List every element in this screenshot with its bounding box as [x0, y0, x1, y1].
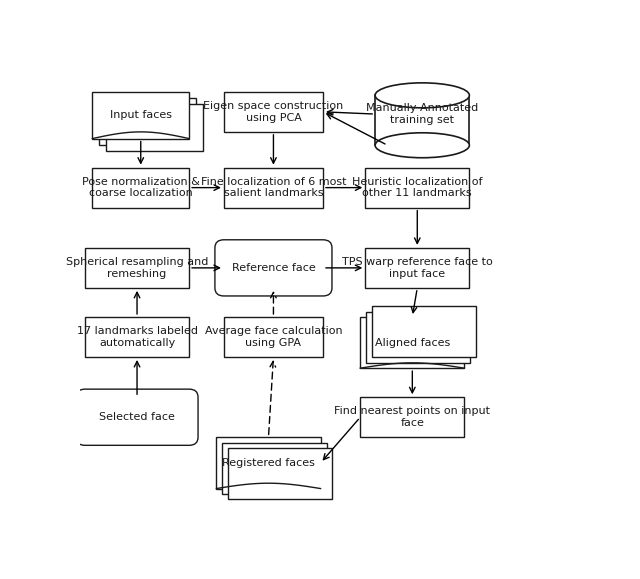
Text: Aligned faces: Aligned faces [374, 338, 450, 347]
FancyBboxPatch shape [228, 448, 332, 499]
Text: Eigen space construction
using PCA: Eigen space construction using PCA [204, 101, 344, 123]
FancyBboxPatch shape [106, 104, 203, 151]
FancyBboxPatch shape [76, 389, 198, 445]
FancyBboxPatch shape [92, 167, 189, 208]
FancyBboxPatch shape [224, 92, 323, 132]
FancyBboxPatch shape [92, 92, 189, 138]
FancyBboxPatch shape [99, 98, 196, 145]
FancyBboxPatch shape [360, 397, 465, 437]
Text: TPS warp reference face to
input face: TPS warp reference face to input face [342, 257, 493, 278]
FancyBboxPatch shape [85, 317, 189, 357]
Text: Selected face: Selected face [99, 412, 175, 422]
Text: Heuristic localization of
other 11 landmarks: Heuristic localization of other 11 landm… [352, 177, 483, 199]
FancyBboxPatch shape [365, 248, 469, 288]
FancyBboxPatch shape [222, 442, 326, 494]
Text: Reference face: Reference face [232, 263, 316, 273]
FancyBboxPatch shape [224, 167, 323, 208]
FancyBboxPatch shape [215, 240, 332, 296]
Text: Registered faces: Registered faces [222, 458, 315, 468]
FancyBboxPatch shape [85, 248, 189, 288]
FancyBboxPatch shape [224, 317, 323, 357]
FancyBboxPatch shape [372, 306, 476, 357]
FancyBboxPatch shape [216, 437, 321, 489]
FancyBboxPatch shape [365, 167, 469, 208]
Text: Spherical resampling and
remeshing: Spherical resampling and remeshing [66, 257, 208, 278]
FancyBboxPatch shape [366, 312, 470, 363]
Text: Average face calculation
using GPA: Average face calculation using GPA [205, 326, 342, 348]
Text: Find nearest points on input
face: Find nearest points on input face [334, 406, 490, 428]
Ellipse shape [375, 83, 469, 108]
Text: Fine localization of 6 most
salient landmarks: Fine localization of 6 most salient land… [201, 177, 346, 199]
Text: Input faces: Input faces [110, 110, 172, 120]
Ellipse shape [375, 133, 469, 157]
Text: Manually Annotated
training set: Manually Annotated training set [366, 103, 478, 125]
Bar [375, 96, 469, 145]
Text: 17 landmarks labeled
automatically: 17 landmarks labeled automatically [77, 326, 198, 348]
Text: Pose normalization &
coarse localization: Pose normalization & coarse localization [82, 177, 200, 199]
FancyBboxPatch shape [360, 317, 465, 368]
